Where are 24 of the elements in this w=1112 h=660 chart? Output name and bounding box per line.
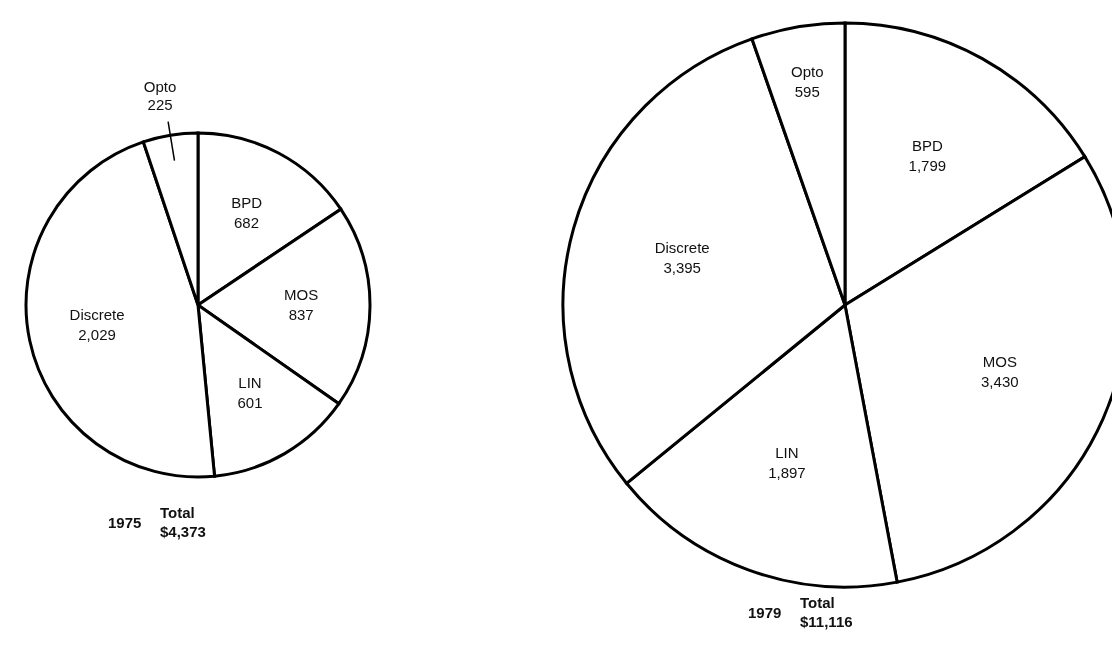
slice-label: Discrete bbox=[69, 306, 125, 324]
text: Total $4,373 bbox=[160, 504, 206, 540]
slice-label: BPD bbox=[911, 137, 943, 155]
text: 1975 bbox=[108, 514, 142, 531]
slice-label: Discrete bbox=[654, 239, 710, 257]
slice-label: LIN bbox=[775, 443, 799, 461]
data-label: 1,799 bbox=[908, 157, 947, 175]
data-label: 682 bbox=[234, 213, 260, 231]
data-label: 837 bbox=[288, 306, 314, 324]
slice-label: MOS bbox=[982, 353, 1017, 371]
data-label: 3,395 bbox=[663, 259, 701, 277]
text: Total $11,116 bbox=[800, 594, 853, 630]
text: 1979 bbox=[748, 604, 782, 621]
data-label: 2,029 bbox=[78, 326, 116, 344]
slice-label: Opto bbox=[790, 62, 824, 80]
data-label: 601 bbox=[237, 394, 263, 412]
data-label: 1,897 bbox=[768, 463, 806, 481]
data-label: 225 bbox=[147, 95, 173, 113]
slice-label: Opto bbox=[143, 77, 177, 95]
data-label: 3,430 bbox=[981, 373, 1019, 391]
slice-label: LIN bbox=[238, 374, 262, 392]
data-label: 595 bbox=[794, 82, 820, 100]
slice-label: BPD bbox=[231, 193, 263, 211]
slice-label: MOS bbox=[284, 286, 319, 304]
